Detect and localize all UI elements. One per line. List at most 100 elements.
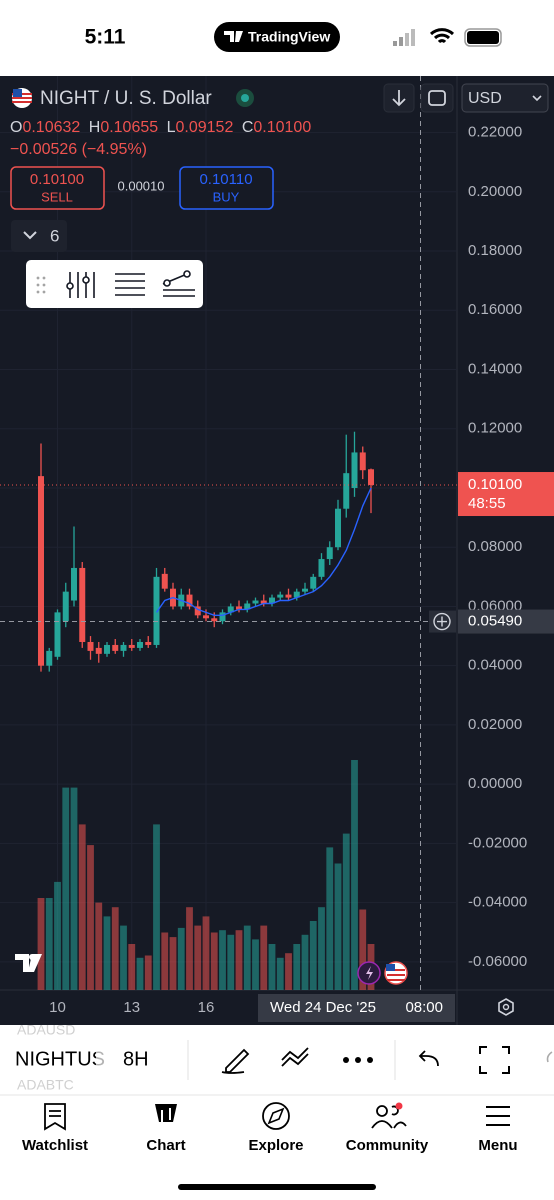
clock: 5:11	[85, 26, 126, 49]
change: −0.00526 (−4.95%)	[10, 141, 147, 158]
candle-body	[112, 644, 119, 651]
volume-bar	[153, 824, 160, 990]
y-tick-label: 0.00000	[468, 775, 522, 792]
home-indicator	[178, 1184, 376, 1190]
y-tick-label: 0.02000	[468, 716, 522, 733]
chevron	[532, 95, 542, 102]
candle-body	[79, 567, 86, 642]
tab-label[interactable]: Explore	[248, 1137, 303, 1154]
candle-body	[277, 594, 284, 598]
trend-icon[interactable]	[281, 1047, 309, 1067]
tool-icon-2[interactable]	[115, 273, 145, 296]
candle-body	[186, 594, 193, 607]
volume-bar	[318, 907, 325, 990]
battery-level	[467, 31, 499, 44]
currency-select[interactable]	[461, 83, 549, 113]
indicators-toggle[interactable]	[11, 220, 67, 252]
spread: 0.00010	[118, 178, 165, 193]
c-value: 0.10100	[253, 119, 311, 136]
volume-bar	[351, 760, 358, 990]
volume-bar	[144, 955, 152, 990]
volume-bar	[120, 925, 127, 990]
fullscreen-icon[interactable]	[479, 1046, 510, 1074]
app-pill	[214, 22, 340, 52]
volume-bar	[210, 932, 218, 990]
sell-label: SELL	[41, 189, 73, 204]
drawing-toolbar	[26, 260, 203, 308]
menu-icon	[486, 1106, 510, 1126]
interval[interactable]: 8H	[123, 1048, 149, 1070]
chart-layer: 0.22000 0.20000 0.18000 0.16000 0.14000 0.120…	[0, 76, 554, 1022]
bolt	[366, 966, 373, 980]
volume-bar	[326, 847, 334, 990]
volume-bar	[103, 916, 111, 990]
watchlist-icon	[44, 1103, 66, 1131]
candle-body	[62, 591, 69, 622]
volume-bar	[276, 957, 284, 990]
more-icon[interactable]	[343, 1057, 373, 1063]
volume-bar	[161, 932, 169, 990]
volume-bar	[169, 937, 177, 990]
candle-body	[120, 644, 127, 651]
undo-icon[interactable]	[418, 1050, 439, 1067]
flag-event-canton	[386, 964, 395, 971]
symbol[interactable]: NIGHTUS	[15, 1048, 105, 1070]
candle-body	[137, 641, 143, 648]
candle-body	[46, 650, 53, 666]
candle-body	[153, 576, 160, 645]
tab-label[interactable]: Watchlist	[22, 1137, 88, 1154]
candle-body	[293, 591, 300, 598]
sell-button[interactable]	[10, 166, 105, 210]
download-icon	[392, 90, 406, 107]
tab-label[interactable]: Community	[346, 1137, 429, 1154]
volume-bar	[111, 907, 119, 990]
candle-body	[359, 452, 366, 471]
notification-dot	[395, 1102, 403, 1110]
crosshair-plus-sign	[437, 616, 447, 627]
tabs: Watchlist Chart Explore Community Menu	[22, 1137, 518, 1154]
buy-button[interactable]	[179, 166, 274, 210]
volume-bar	[285, 953, 292, 990]
l-value: 0.09152	[176, 119, 234, 136]
tab-label[interactable]: Menu	[478, 1137, 517, 1154]
volume-bar	[227, 934, 235, 990]
fullscreen-button[interactable]	[420, 83, 454, 113]
candle-body	[194, 606, 201, 616]
volume-bar	[260, 925, 268, 990]
candle-body	[310, 576, 317, 589]
last-price-label: 0.10100	[468, 476, 522, 493]
volume-bar	[309, 921, 317, 990]
crosshair-price: 0.05490	[468, 613, 522, 630]
y-tick-label: 0.14000	[468, 360, 522, 377]
fullscreen-icon	[428, 90, 446, 106]
battery-icon	[464, 28, 502, 47]
volume-bar	[70, 787, 78, 990]
draw-icon[interactable]	[221, 1048, 250, 1074]
volume-bar	[293, 944, 301, 990]
tv-watermark	[15, 954, 42, 972]
tab-label[interactable]: Chart	[146, 1137, 185, 1154]
candle-body	[211, 618, 218, 622]
candle-body	[343, 473, 350, 509]
partial-icon	[546, 1051, 553, 1063]
sell-price: 0.10100	[30, 171, 84, 188]
collapse-icon	[23, 231, 37, 240]
candle-body	[128, 644, 135, 648]
y-tick-label: -0.06000	[468, 953, 527, 970]
volume-bar	[334, 863, 342, 990]
h-label: H	[89, 119, 101, 136]
moving-average	[155, 487, 372, 616]
candle-body	[302, 588, 308, 592]
indicators-count: 6	[50, 226, 59, 245]
volume-bar	[62, 787, 70, 990]
tool-icon-1[interactable]	[66, 272, 95, 298]
buy-label: BUY	[213, 189, 240, 204]
tool-icon-3[interactable]	[162, 270, 195, 297]
crosshair-price-box	[458, 609, 554, 634]
buy-price: 0.10110	[199, 171, 252, 188]
y-tick-label: 0.16000	[468, 301, 522, 318]
y-tick-label: 0.12000	[468, 420, 522, 437]
volume-bar	[87, 845, 94, 990]
candle-body	[203, 615, 209, 619]
